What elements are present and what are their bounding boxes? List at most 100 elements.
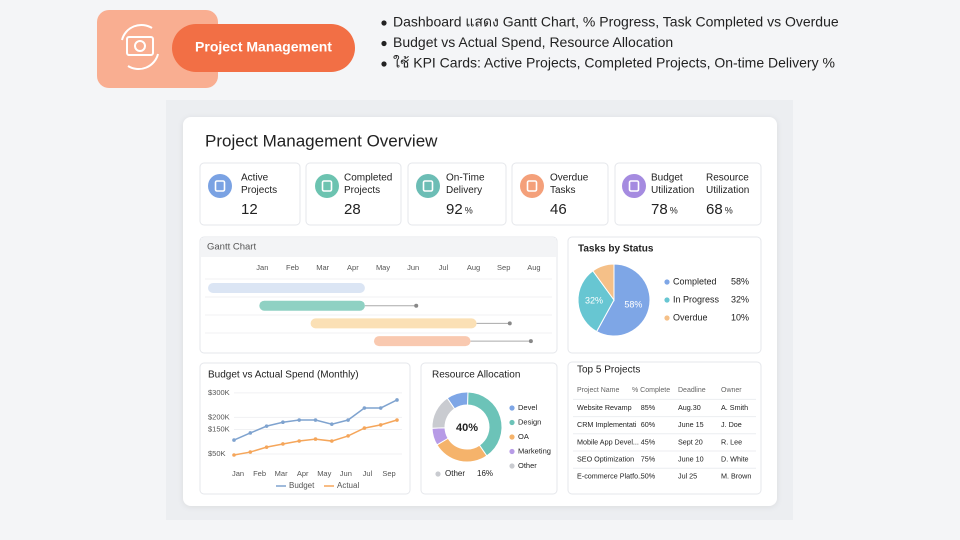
kpi-value: 12 <box>241 201 258 218</box>
gantt-month: Jul <box>439 263 449 272</box>
line-point <box>248 431 253 435</box>
donut-center-label: 40% <box>456 422 478 434</box>
kpi-unit: % <box>465 205 473 215</box>
bullet-text: Dashboard แสดง Gantt Chart, % Progress, … <box>393 14 839 30</box>
line-point <box>330 422 334 426</box>
line-point <box>395 418 399 422</box>
y-tick-label: $50K <box>208 449 226 458</box>
gantt-month: Sep <box>497 263 510 272</box>
kpi-label: Utilization <box>651 185 694 196</box>
line-point <box>378 406 383 410</box>
line-point <box>313 418 318 422</box>
legend-value: 10% <box>731 312 749 322</box>
gantt-header <box>201 238 556 257</box>
x-tick-label: Feb <box>253 469 266 478</box>
table-cell: A. Smith <box>721 403 748 412</box>
kpi-label: Overdue <box>550 173 589 184</box>
table-cell: Sept 20 <box>678 437 703 446</box>
kpi-label: Delivery <box>446 185 482 196</box>
legend-dot <box>509 405 515 411</box>
table-cell: Mobile App Devel... <box>577 437 639 446</box>
table-header: Deadline <box>678 387 706 394</box>
gantt-bar <box>310 318 477 329</box>
badge-icon <box>121 23 159 71</box>
y-tick-label: $150K <box>208 425 230 434</box>
line-point <box>395 398 399 402</box>
legend-name: Marketing <box>518 446 551 455</box>
line-point <box>232 438 236 442</box>
legend-value: 16% <box>477 469 493 478</box>
kpi-unit: % <box>725 205 733 215</box>
legend-value: 32% <box>731 294 749 304</box>
badge-text: Project Management <box>195 39 332 55</box>
line-point <box>264 424 269 428</box>
y-tick-label: $300K <box>208 388 230 397</box>
table-cell: Aug.30 <box>678 403 701 412</box>
badge-pill <box>172 24 355 72</box>
table-cell: 50% <box>641 472 656 481</box>
line-point <box>248 450 253 454</box>
table-header: Owner <box>721 387 742 394</box>
x-tick-label: Jul <box>363 469 373 478</box>
y-tick-label: $200K <box>208 412 230 421</box>
gantt-month: Aug <box>527 263 540 272</box>
table-cell: Website Revamp <box>577 403 632 412</box>
kpi-icon <box>416 174 440 198</box>
table-cell: J. Doe <box>721 420 742 429</box>
legend-name: Overdue <box>673 312 708 322</box>
legend-name: Other <box>445 469 465 478</box>
table-cell: 85% <box>641 403 656 412</box>
legend-dot <box>664 297 670 303</box>
line-point <box>346 434 350 438</box>
legend-name: In Progress <box>673 294 720 304</box>
line-point <box>362 426 367 430</box>
x-tick-label: Apr <box>297 469 309 478</box>
kpi-value: 78 <box>651 201 668 218</box>
table-title: Top 5 Projects <box>577 365 640 376</box>
legend-dot <box>509 434 515 440</box>
kpi-value: 68 <box>706 201 723 218</box>
gantt-month: May <box>376 263 390 272</box>
pie-label: 58% <box>624 299 642 309</box>
donut-title: Resource Allocation <box>432 370 520 381</box>
bullet-text: ใช้ KPI Cards: Active Projects, Complete… <box>393 55 835 71</box>
kpi-icon-glyph <box>214 180 226 192</box>
line-point <box>362 406 367 410</box>
x-tick-label: May <box>317 469 331 478</box>
kpi-icon <box>622 174 646 198</box>
legend-name: Design <box>518 417 541 426</box>
gantt-month: Mar <box>316 263 329 272</box>
pie-slice <box>592 263 615 302</box>
legend-dot <box>509 448 515 455</box>
gantt-month: Apr <box>347 263 359 272</box>
kpi-label: Budget <box>651 173 683 184</box>
line-point <box>232 453 236 457</box>
donut-slice <box>431 397 456 429</box>
kpi-value: 46 <box>550 201 567 218</box>
kpi-icon <box>315 174 339 198</box>
table-cell: 75% <box>641 455 656 464</box>
table-cell: 60% <box>641 420 656 429</box>
line-point <box>281 442 285 446</box>
line-point <box>378 423 383 427</box>
x-tick-label: Sep <box>382 469 395 478</box>
kpi-label: Resource <box>706 173 749 184</box>
kpi-icon <box>520 174 544 198</box>
legend-name: Other <box>518 461 537 470</box>
table-cell: June 10 <box>678 455 704 464</box>
pie-label: 32% <box>585 296 603 306</box>
legend-dot <box>664 279 670 285</box>
kpi-value: 92 <box>446 201 463 218</box>
panel <box>199 362 411 495</box>
table-cell: M. Brown <box>721 472 751 481</box>
line-point <box>313 437 318 441</box>
gantt-dot <box>528 339 533 344</box>
line-point <box>264 445 269 449</box>
table-header: Project Name <box>577 387 620 394</box>
legend-dot <box>509 463 515 469</box>
legend-name: Actual <box>337 481 359 490</box>
legend-dot <box>435 471 441 477</box>
table-cell: CRM Implementati <box>577 420 637 429</box>
pie-title: Tasks by Status <box>578 244 654 255</box>
